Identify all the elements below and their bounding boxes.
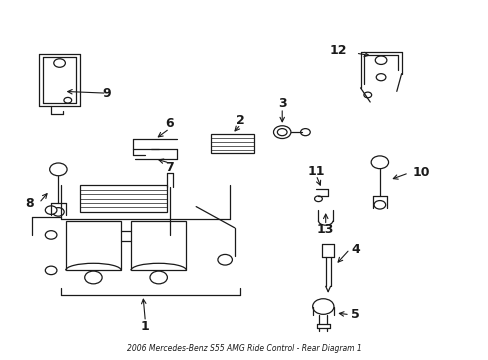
Text: 2: 2 [236, 114, 244, 127]
Circle shape [84, 271, 102, 284]
Circle shape [370, 156, 388, 168]
Text: 10: 10 [411, 166, 429, 179]
Text: 11: 11 [306, 165, 324, 177]
Circle shape [273, 126, 290, 139]
Text: 9: 9 [102, 87, 111, 100]
Circle shape [374, 56, 386, 64]
Text: 8: 8 [25, 197, 34, 210]
Text: 13: 13 [316, 223, 334, 236]
Text: 4: 4 [350, 243, 359, 256]
Circle shape [218, 255, 232, 265]
Text: 3: 3 [277, 97, 286, 110]
Text: 12: 12 [329, 44, 347, 57]
Circle shape [54, 59, 65, 67]
Circle shape [312, 299, 333, 314]
Text: 1: 1 [141, 320, 149, 333]
Circle shape [375, 74, 385, 81]
Circle shape [45, 266, 57, 275]
Circle shape [45, 231, 57, 239]
Text: 2006 Mercedes-Benz S55 AMG Ride Control - Rear Diagram 1: 2006 Mercedes-Benz S55 AMG Ride Control … [127, 344, 361, 353]
Circle shape [363, 92, 371, 98]
Circle shape [300, 129, 309, 136]
Bar [80, 185, 167, 212]
Text: 5: 5 [350, 308, 359, 321]
Bar [65, 221, 121, 270]
Circle shape [314, 196, 322, 202]
Bar [131, 221, 186, 270]
Circle shape [45, 206, 57, 215]
Circle shape [150, 271, 167, 284]
Text: 6: 6 [165, 117, 174, 130]
Text: 7: 7 [165, 161, 174, 174]
Circle shape [277, 129, 286, 136]
Circle shape [64, 98, 72, 103]
Circle shape [50, 163, 67, 176]
Circle shape [373, 201, 385, 209]
Bar [210, 134, 254, 153]
Circle shape [53, 208, 64, 216]
